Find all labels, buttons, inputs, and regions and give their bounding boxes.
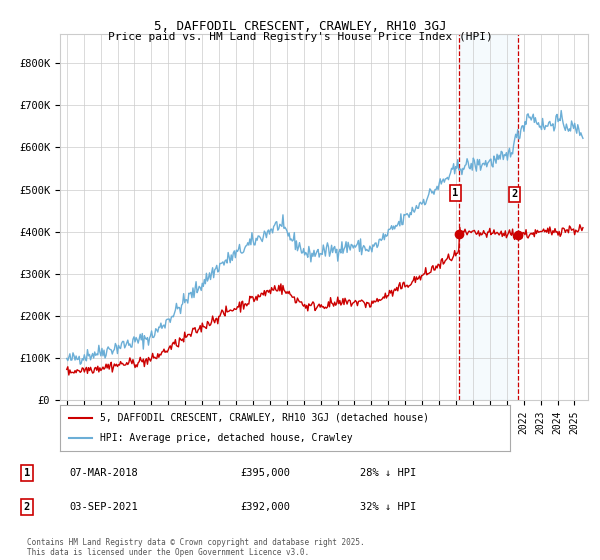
Text: 28% ↓ HPI: 28% ↓ HPI [360, 468, 416, 478]
Text: 2: 2 [24, 502, 30, 512]
Text: £392,000: £392,000 [240, 502, 290, 512]
Text: Contains HM Land Registry data © Crown copyright and database right 2025.
This d: Contains HM Land Registry data © Crown c… [27, 538, 365, 557]
Text: 1: 1 [452, 188, 458, 198]
Text: 2: 2 [511, 189, 518, 199]
Text: HPI: Average price, detached house, Crawley: HPI: Average price, detached house, Craw… [101, 433, 353, 443]
Text: 32% ↓ HPI: 32% ↓ HPI [360, 502, 416, 512]
Text: £395,000: £395,000 [240, 468, 290, 478]
Text: 03-SEP-2021: 03-SEP-2021 [69, 502, 138, 512]
Text: 5, DAFFODIL CRESCENT, CRAWLEY, RH10 3GJ: 5, DAFFODIL CRESCENT, CRAWLEY, RH10 3GJ [154, 20, 446, 32]
Text: Price paid vs. HM Land Registry's House Price Index (HPI): Price paid vs. HM Land Registry's House … [107, 32, 493, 43]
Text: 5, DAFFODIL CRESCENT, CRAWLEY, RH10 3GJ (detached house): 5, DAFFODIL CRESCENT, CRAWLEY, RH10 3GJ … [101, 413, 430, 423]
Text: 1: 1 [24, 468, 30, 478]
Bar [459, 34, 518, 400]
Text: 07-MAR-2018: 07-MAR-2018 [69, 468, 138, 478]
